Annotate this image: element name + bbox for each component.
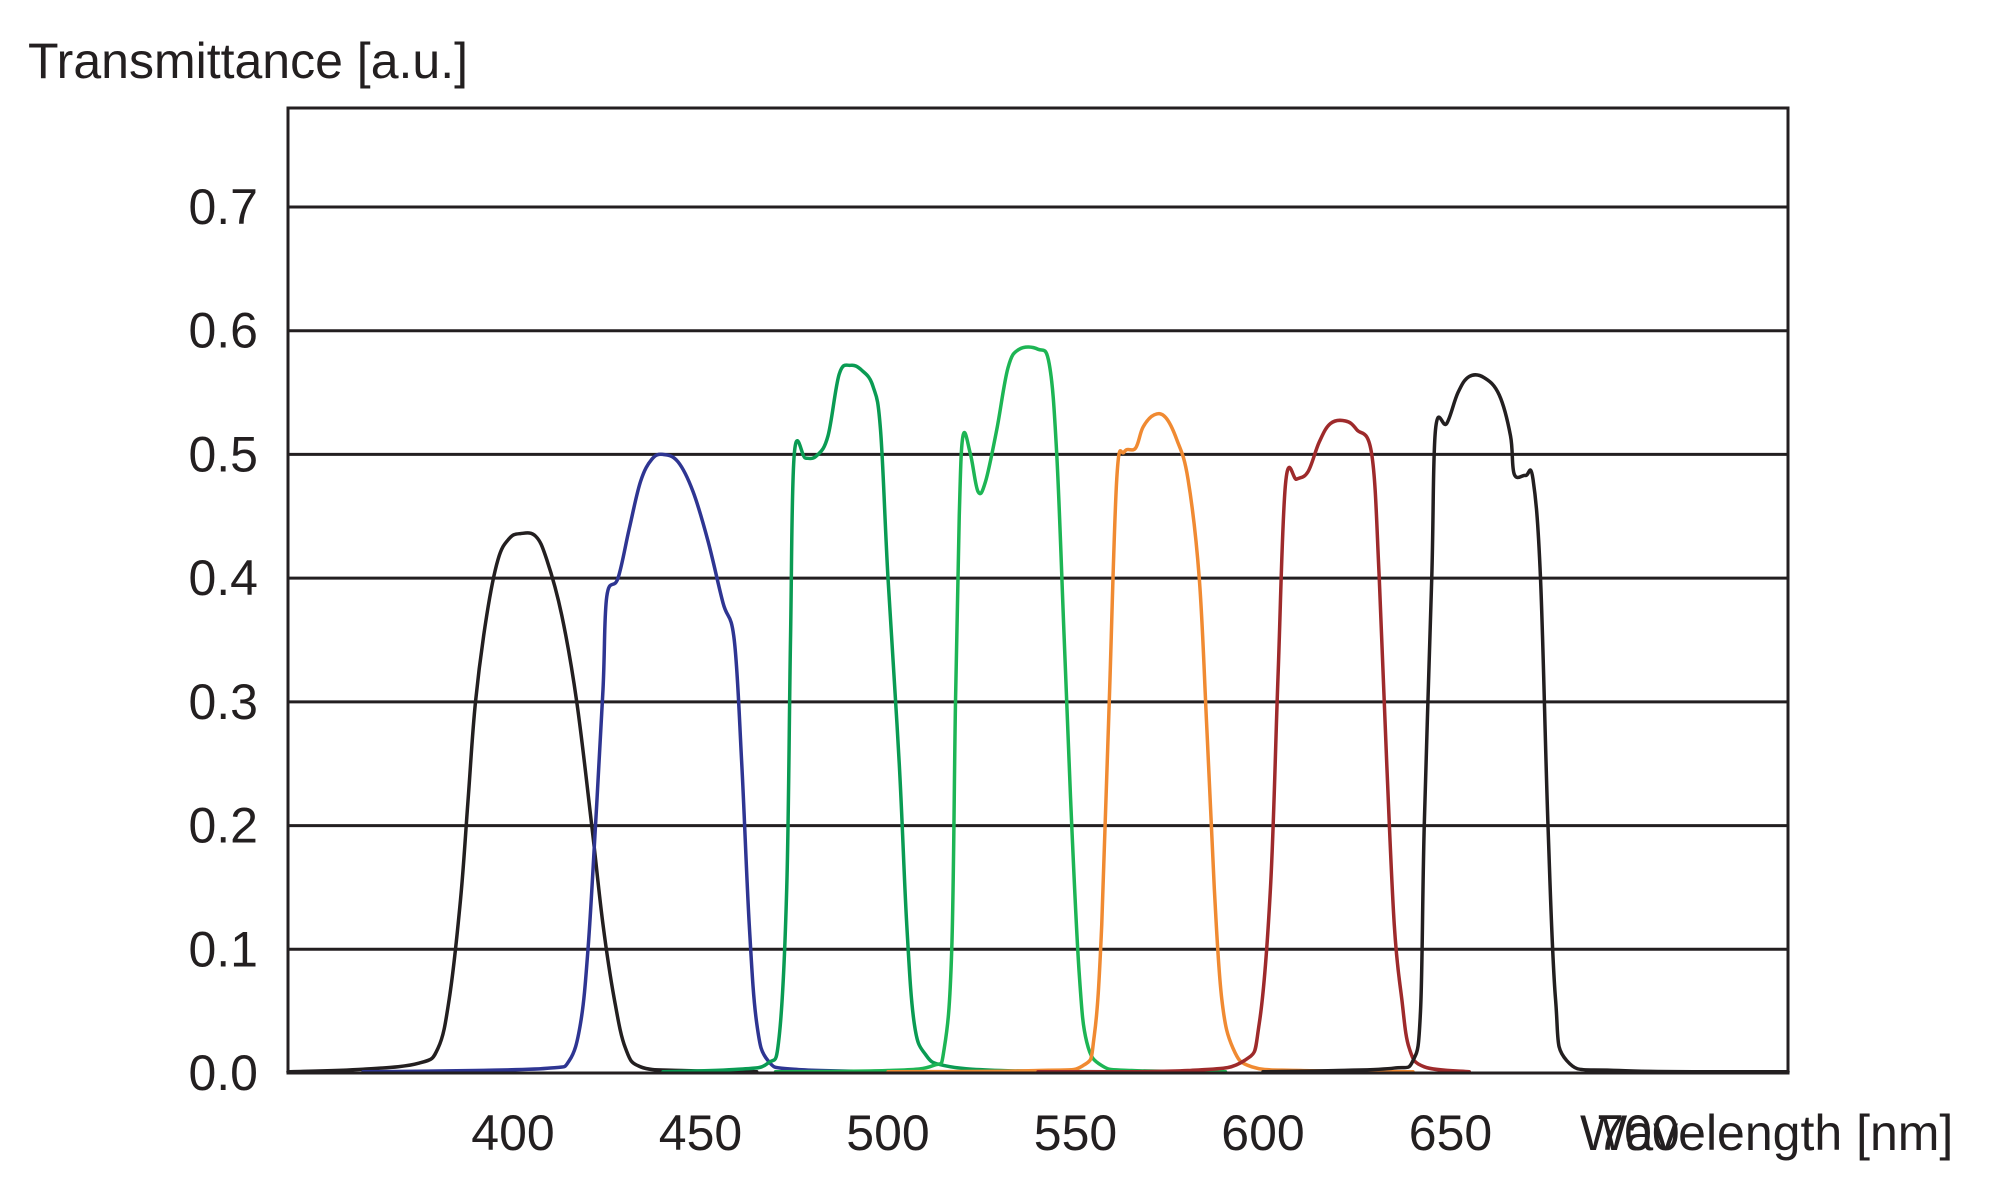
y-tick-label: 0.7 (188, 179, 258, 235)
y-tick-label: 0.2 (188, 798, 258, 854)
y-axis-title: Transmittance [a.u.] (28, 33, 468, 89)
series-line-5 (886, 411, 1415, 1074)
x-axis-title: Wavelength [nm] (1580, 1105, 1953, 1161)
series-line-1 (286, 531, 759, 1074)
series-line-6 (1036, 418, 1471, 1074)
x-tick-labels: 400 450 500 550 600 650 700 (471, 1105, 1679, 1161)
x-tick-label: 650 (1409, 1105, 1492, 1161)
series-line-4 (773, 345, 1228, 1074)
x-tick-label: 400 (471, 1105, 554, 1161)
x-tick-label: 700 (1596, 1105, 1679, 1161)
y-tick-label: 0.1 (188, 921, 258, 977)
gridlines (288, 205, 1788, 951)
y-tick-label: 0.0 (188, 1045, 258, 1101)
y-tick-label: 0.5 (188, 426, 258, 482)
y-tick-labels: 0.0 0.1 0.2 0.3 0.4 0.5 0.6 0.7 (188, 179, 258, 1101)
x-tick-label: 550 (1034, 1105, 1117, 1161)
plot-frame (286, 106, 1790, 1075)
series-line-7 (1261, 373, 1790, 1074)
series-line-2 (361, 452, 890, 1074)
x-tick-label: 600 (1221, 1105, 1304, 1161)
series-lines (286, 345, 1790, 1074)
x-tick-label: 450 (659, 1105, 742, 1161)
series-line-3 (661, 363, 1115, 1074)
y-tick-label: 0.6 (188, 303, 258, 359)
y-tick-label: 0.4 (188, 550, 258, 606)
x-tick-label: 500 (846, 1105, 929, 1161)
y-tick-label: 0.3 (188, 674, 258, 730)
